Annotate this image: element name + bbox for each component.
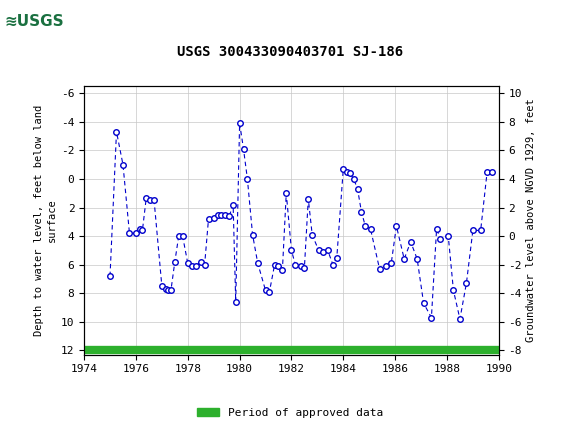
Y-axis label: Depth to water level, feet below land
surface: Depth to water level, feet below land su… (34, 105, 57, 336)
FancyBboxPatch shape (3, 3, 99, 43)
Text: USGS 300433090403701 SJ-186: USGS 300433090403701 SJ-186 (177, 45, 403, 59)
Y-axis label: Groundwater level above NGVD 1929, feet: Groundwater level above NGVD 1929, feet (526, 98, 536, 342)
Legend: Period of approved data: Period of approved data (193, 403, 387, 422)
Text: ≋USGS: ≋USGS (5, 14, 64, 29)
